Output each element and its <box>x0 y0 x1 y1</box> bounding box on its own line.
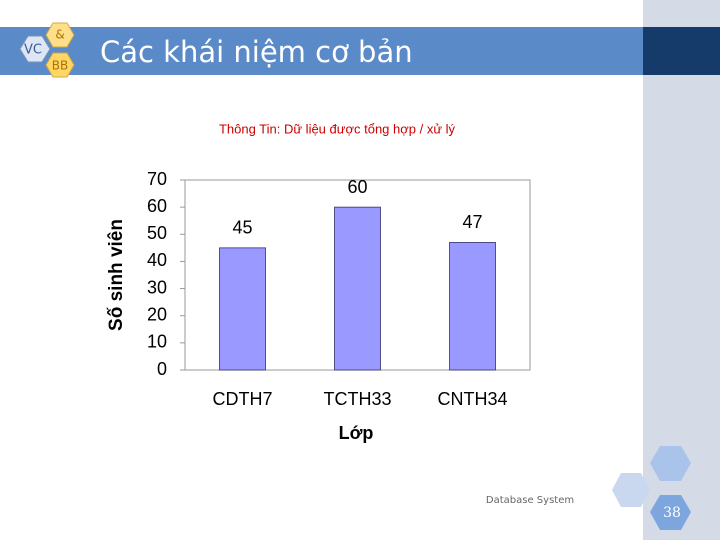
logo-text: VC <box>24 43 42 58</box>
y-axis-label: Số sinh viên <box>106 219 127 331</box>
y-tick-label: 10 <box>147 332 167 352</box>
logo-text: BB <box>52 59 68 73</box>
page-number: 38 <box>663 505 681 521</box>
header-band <box>0 27 643 75</box>
logo-hex <box>45 52 75 78</box>
chart-title: Thông Tin: Dữ liệu được tổng hợp / xử lý <box>219 121 456 136</box>
bar <box>449 242 496 371</box>
y-tick-label: 70 <box>147 169 167 189</box>
x-tick-label: CNTH34 <box>437 389 507 409</box>
deco-hex <box>612 473 650 507</box>
deco-hex <box>650 495 691 530</box>
y-tick-label: 60 <box>147 196 167 216</box>
data-label: 45 <box>232 218 252 238</box>
header-block <box>643 27 720 75</box>
y-tick-label: 20 <box>147 304 167 324</box>
deco-hex <box>650 446 691 481</box>
y-tick-label: 30 <box>147 277 167 297</box>
y-tick-label: 50 <box>147 223 167 243</box>
logo-text: & <box>55 28 64 42</box>
y-tick-label: 0 <box>157 359 167 379</box>
slide-title: Các khái niệm cơ bản <box>100 35 413 69</box>
footer: Database System <box>486 495 574 506</box>
y-tick-label: 40 <box>147 250 167 270</box>
x-tick-label: CDTH7 <box>212 389 272 409</box>
data-label: 60 <box>347 177 367 197</box>
data-label: 47 <box>462 212 482 232</box>
x-tick-label: TCTH33 <box>323 389 391 409</box>
bar <box>334 206 381 371</box>
logo-hex <box>45 22 75 48</box>
x-axis-label: Lớp <box>339 423 374 443</box>
logo: VC & BB <box>19 22 75 78</box>
bar <box>219 247 266 371</box>
logo-hex <box>19 35 51 63</box>
